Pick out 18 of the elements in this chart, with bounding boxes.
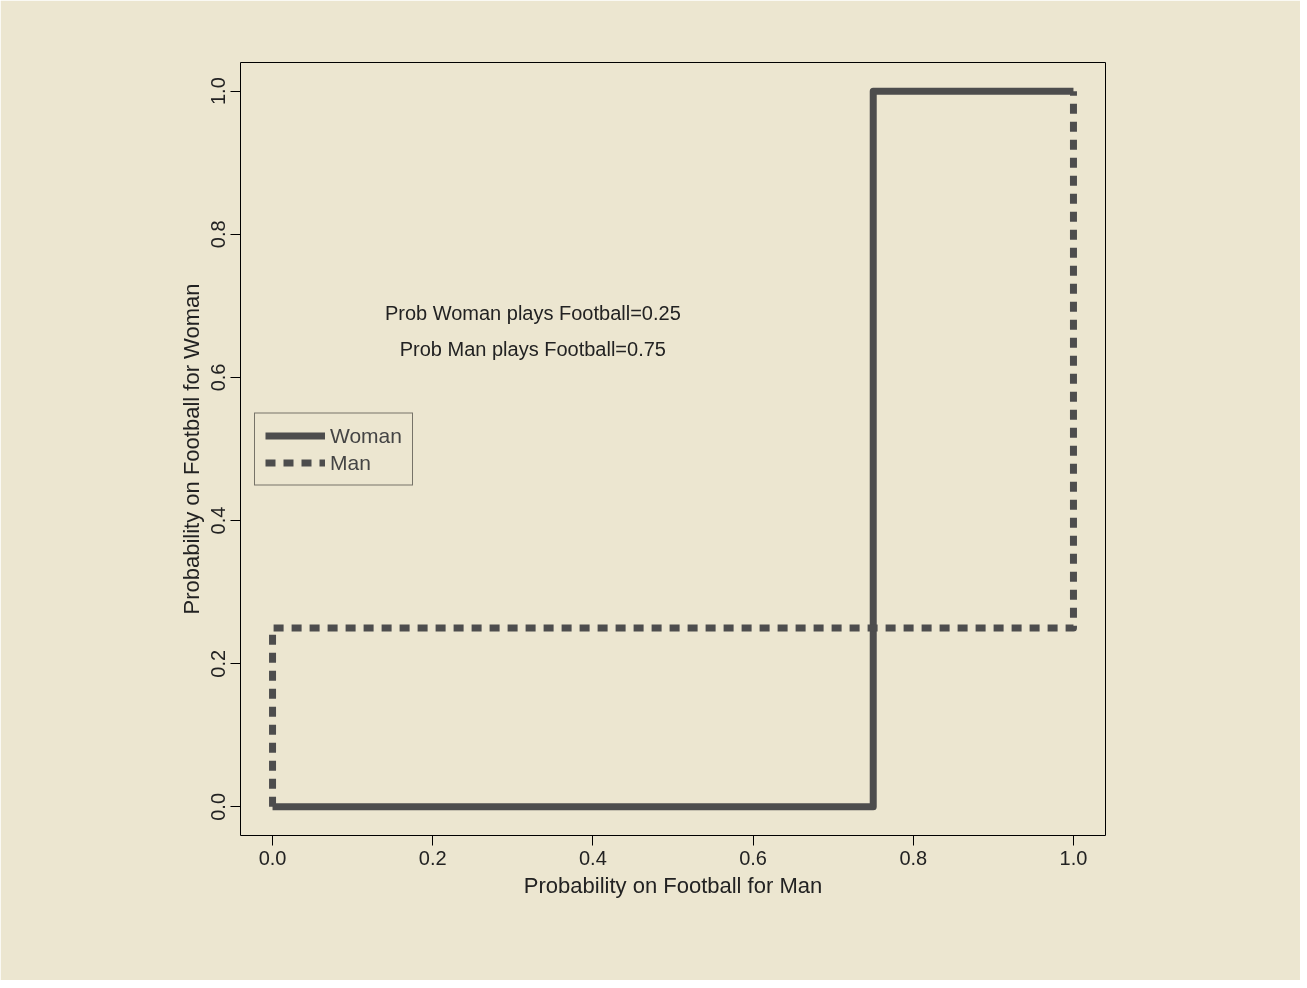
x-tick-label: 0.8 [899,846,928,869]
y-tick-label: 0.6 [207,363,230,392]
y-tick-label: 0.2 [207,649,230,678]
x-tick-label: 0.6 [739,846,767,869]
y-tick-label: 1.0 [207,77,230,106]
x-tick-label: 0.4 [579,846,607,869]
x-tick-label: 0.2 [418,846,447,869]
x-tick-label: 0.0 [258,846,287,869]
y-tick-label: 0.4 [207,506,230,535]
legend-label: Man [330,450,371,474]
x-tick-label: 1.0 [1059,846,1088,869]
annotation: Prob Woman plays Football=0.25 [384,301,681,324]
annotation: Prob Man plays Football=0.75 [399,337,666,360]
y-tick-label: 0.0 [207,792,230,821]
y-tick-label: 0.8 [207,220,230,249]
legend-label: Woman [330,423,402,447]
x-axis-title: Probability on Football for Man [523,872,823,898]
y-axis-title: Probability on Football for Woman [178,283,204,615]
